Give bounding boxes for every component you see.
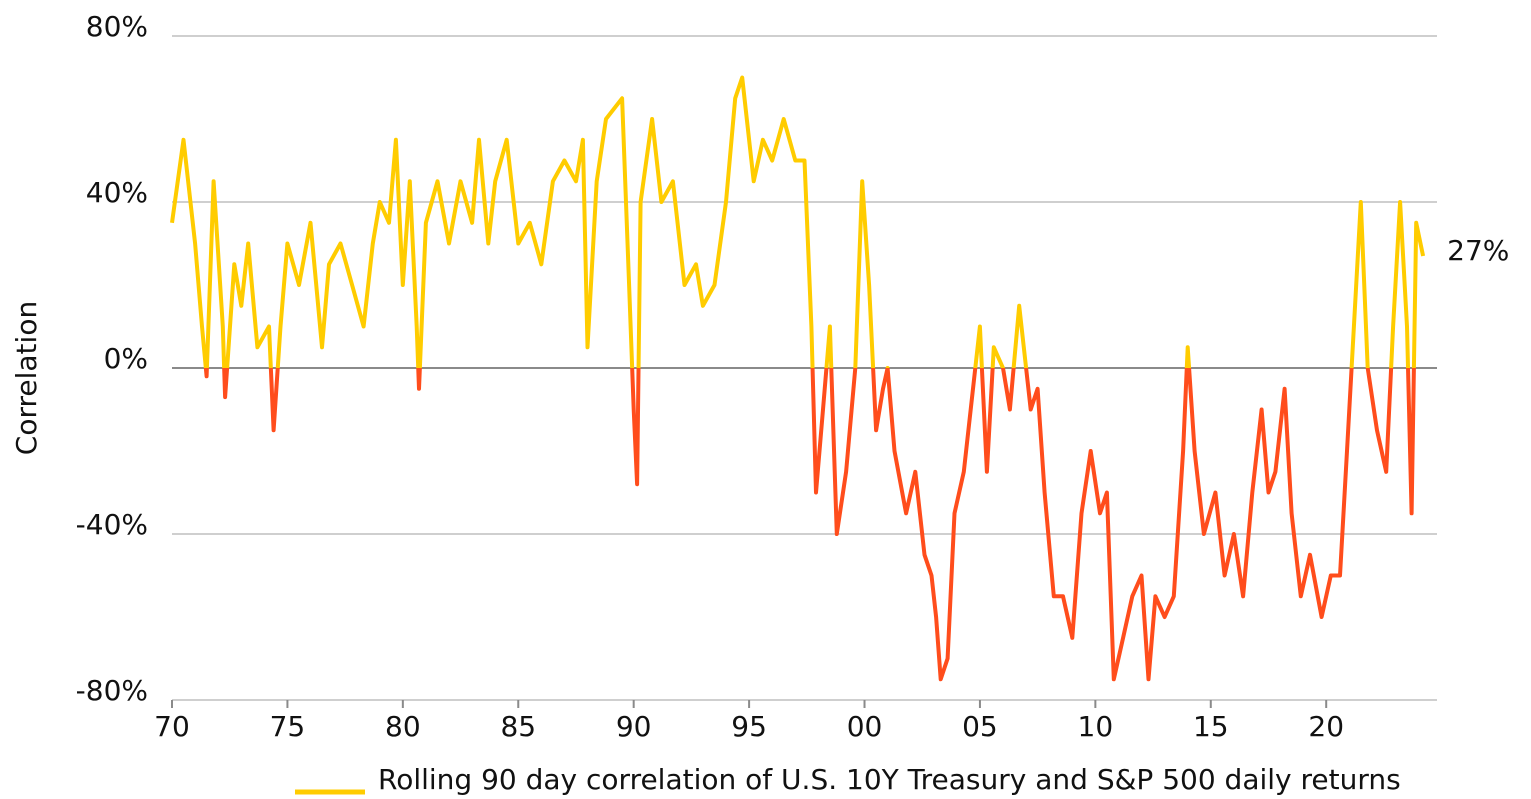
- x-tick-label: 80: [385, 710, 421, 743]
- y-tick-label: -40%: [76, 508, 148, 541]
- x-tick-label: 85: [500, 710, 536, 743]
- y-tick-label: -80%: [76, 674, 148, 707]
- x-tick-label: 00: [847, 710, 883, 743]
- x-tick-label: 10: [1078, 710, 1114, 743]
- legend-label: Rolling 90 day correlation of U.S. 10Y T…: [378, 763, 1401, 796]
- x-tick-label: 15: [1193, 710, 1229, 743]
- end-value-label: 27%: [1447, 234, 1509, 267]
- x-tick-label: 90: [616, 710, 652, 743]
- x-tick-label: 70: [154, 710, 190, 743]
- y-tick-label: 40%: [86, 176, 148, 209]
- x-tick-label: 95: [731, 710, 767, 743]
- x-tick-label: 20: [1308, 710, 1344, 743]
- y-tick-label: 0%: [104, 342, 148, 375]
- y-axis-label: Correlation: [10, 301, 43, 455]
- x-tick-label: 05: [962, 710, 998, 743]
- y-tick-label: 80%: [86, 10, 148, 43]
- correlation-line: [170, 75, 1426, 682]
- x-tick-label: 75: [270, 710, 306, 743]
